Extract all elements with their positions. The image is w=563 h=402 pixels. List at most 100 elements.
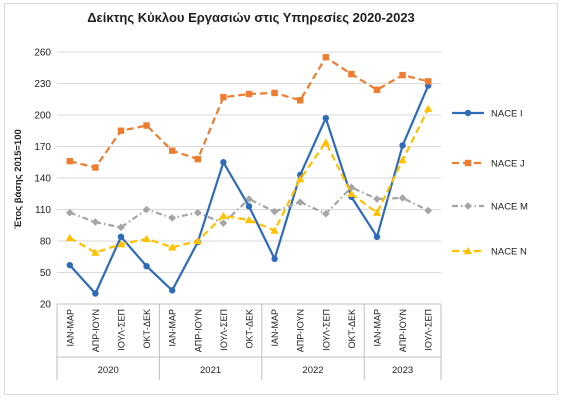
point-nace-m [194, 208, 202, 217]
point-nace-n [219, 211, 228, 219]
point-nace-n [116, 240, 126, 248]
legend-marker-nace-i [464, 109, 472, 117]
legend-label-nace-i: NACE I [491, 109, 523, 120]
gridlines [57, 51, 441, 305]
point-nace-m [347, 183, 356, 192]
legend-marker-nace-m [464, 202, 472, 210]
point-nace-n [244, 216, 254, 224]
x-tick-label: ΑΠΡ-ΙΟΥΝ [193, 309, 203, 352]
point-nace-i [373, 233, 381, 240]
legend-marker-nace-n [463, 247, 473, 255]
point-nace-m [168, 214, 176, 222]
point-nace-j [117, 127, 125, 134]
point-nace-m [117, 223, 125, 232]
x-tick-label: ΙΟΥΛ-ΣΕΠ [321, 309, 331, 351]
y-tick-label: 230 [34, 79, 51, 90]
point-nace-j [169, 147, 176, 154]
y-tick-label: 110 [35, 205, 51, 216]
x-tick-label: ΙΟΥΛ-ΣΕΠ [117, 309, 127, 351]
chart-frame: Δείκτης Κύκλου Εργασιών στις Υπηρεσίες 2… [4, 3, 558, 395]
x-tick-label: ΙΑΝ-ΜΑΡ [65, 309, 75, 347]
point-nace-j [348, 70, 355, 78]
point-nace-j [66, 158, 73, 165]
point-nace-j [425, 78, 432, 85]
x-tick-label: ΑΠΡ-ΙΟΥΝ [296, 309, 306, 352]
point-nace-m [373, 195, 381, 203]
x-tick-label: ΙΑΝ-ΜΑΡ [373, 309, 383, 347]
point-nace-j [143, 122, 150, 129]
point-nace-j [373, 86, 381, 93]
point-nace-m [270, 207, 279, 216]
point-nace-m [245, 195, 253, 203]
point-nace-j [245, 90, 253, 98]
point-nace-n [347, 189, 356, 197]
point-nace-n [193, 237, 202, 245]
point-nace-i [117, 233, 125, 240]
y-tick-label: 140 [34, 174, 51, 185]
x-tick-label: ΙΟΥΛ-ΣΕΠ [219, 309, 229, 351]
point-nace-i [271, 255, 278, 263]
y-tick-labels: 20 50 80 110 140 170 200 230 260 [34, 48, 51, 311]
x-tick-label: ΟΚΤ-ΔΕΚ [245, 309, 255, 349]
x-tick-label: ΟΚΤ-ΔΕΚ [142, 309, 152, 349]
point-nace-i [322, 114, 329, 122]
series-line-nace-i [68, 85, 430, 295]
point-nace-j [220, 93, 227, 101]
point-nace-n [321, 138, 330, 146]
point-nace-j [297, 97, 304, 104]
point-nace-m [219, 219, 228, 227]
point-nace-i [245, 203, 253, 210]
x-axis: ΙΑΝ-ΜΑΡ ΑΠΡ-ΙΟΥΝ ΙΟΥΛ-ΣΕΠ ΟΚΤ-ΔΕΚ ΙΑΝ-ΜΑΡ ΑΠΡ… [56, 303, 442, 380]
y-tick-label: 170 [34, 142, 51, 153]
x-tick-label: ΙΑΝ-ΜΑΡ [168, 309, 178, 347]
series-nace-m [66, 183, 432, 232]
point-nace-i [169, 287, 176, 294]
x-tick-label: ΑΠΡ-ΙΟΥΝ [91, 309, 101, 352]
point-nace-n [91, 248, 100, 256]
legend-label-nace-n: NACE N [491, 247, 527, 258]
point-nace-n [142, 234, 151, 243]
legend-label-nace-m: NACE M [491, 202, 528, 213]
point-nace-i [220, 159, 227, 166]
legend-label-nace-j: NACE J [491, 159, 525, 170]
x-tick-label: ΙΟΥΛ-ΣΕΠ [424, 309, 434, 351]
series-nace-n [65, 104, 433, 256]
series-line-nace-j [69, 56, 429, 169]
point-nace-j [194, 155, 201, 163]
point-nace-j [322, 54, 329, 61]
y-axis-label: Έτος βάσης 2015=100 [13, 129, 24, 229]
chart-title: Δείκτης Κύκλου Εργασιών στις Υπηρεσίες 2… [87, 10, 415, 25]
x-tick-label: ΟΚΤ-ΔΕΚ [347, 309, 357, 349]
y-tick-label: 20 [40, 300, 52, 311]
series-line-nace-m [69, 186, 429, 229]
year-label: 2023 [392, 365, 413, 376]
point-nace-i [399, 142, 406, 149]
point-nace-m [424, 206, 432, 215]
line-chart: Δείκτης Κύκλου Εργασιών στις Υπηρεσίες 2… [13, 10, 528, 380]
legend: NACE I NACE J NACE M NACE N [452, 109, 528, 258]
year-label: 2021 [200, 365, 221, 376]
y-tick-label: 200 [34, 111, 51, 122]
series-nace-i [66, 82, 432, 297]
year-label: 2022 [302, 365, 323, 376]
point-nace-n [398, 156, 407, 164]
point-nace-m [142, 205, 151, 214]
point-nace-m [91, 218, 100, 226]
y-tick-label: 80 [40, 237, 52, 248]
point-nace-n [424, 104, 433, 112]
point-nace-j [399, 71, 406, 79]
y-tick-label: 50 [40, 268, 52, 279]
point-nace-n [372, 208, 382, 216]
point-nace-n [296, 175, 305, 183]
point-nace-i [143, 263, 150, 270]
point-nace-j [92, 164, 99, 171]
point-nace-n [65, 233, 74, 242]
point-nace-n [168, 243, 177, 251]
legend-marker-nace-j [464, 159, 472, 167]
point-nace-m [296, 198, 304, 206]
point-nace-m [322, 209, 330, 218]
x-tick-label: ΙΑΝ-ΜΑΡ [270, 309, 280, 347]
x-tick-label: ΑΠΡ-ΙΟΥΝ [398, 309, 408, 352]
y-tick-label: 260 [34, 48, 51, 59]
point-nace-j [271, 89, 278, 97]
